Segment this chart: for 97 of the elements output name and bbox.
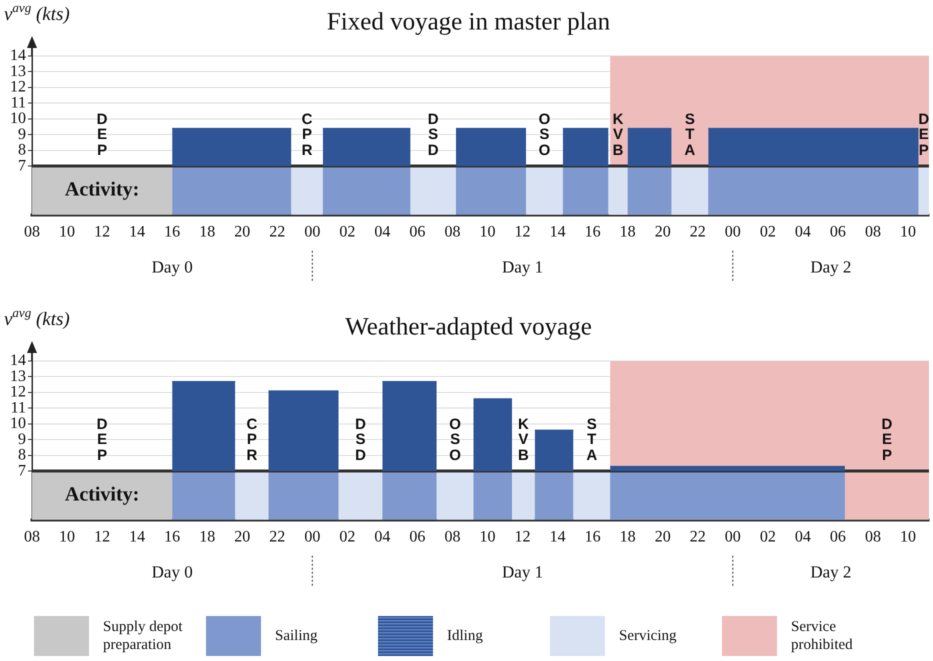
x-tick-label: 08: [444, 528, 460, 546]
x-tick-label: 00: [724, 528, 741, 546]
x-tick-label: 02: [339, 528, 356, 546]
annotation: CPR: [300, 110, 314, 160]
x-tick-label: 06: [409, 224, 426, 241]
x-tick-label: 16: [164, 528, 180, 546]
y-tick-label: 14: [10, 352, 26, 370]
x-tick-label: 12: [514, 224, 531, 241]
x-tick-label: 12: [94, 224, 110, 241]
x-tick-label: 10: [900, 224, 916, 241]
annotation: KVB: [612, 110, 624, 160]
y-tick-label: 10: [10, 415, 26, 432]
annotation: DEP: [880, 416, 894, 464]
annotation: STA: [683, 110, 696, 160]
x-tick-label: 00: [304, 528, 320, 546]
y-tick-label: 12: [10, 78, 26, 96]
x-tick-label: 08: [24, 528, 40, 546]
chart-title: Weather-adapted voyage: [345, 314, 592, 341]
x-tick-label: 10: [480, 528, 496, 546]
annotation: CPR: [245, 416, 258, 464]
y-tick-label: 12: [10, 384, 26, 401]
x-tick-label: 14: [129, 224, 146, 241]
x-tick-label: 06: [409, 528, 426, 546]
x-tick-label: 08: [864, 224, 881, 241]
x-tick-label: 18: [199, 224, 216, 241]
x-tick-label: 02: [760, 528, 776, 546]
annotation: DEP: [96, 416, 108, 464]
x-tick-label: 16: [164, 224, 180, 241]
text: Day 2: [810, 562, 852, 582]
x-tick-label: 10: [900, 528, 916, 546]
text: Day 1: [502, 257, 544, 276]
x-tick-label: 00: [304, 224, 320, 241]
x-tick-label: 20: [234, 224, 250, 241]
y-tick-label: 10: [10, 110, 26, 128]
x-tick-label: 04: [374, 528, 390, 546]
x-tick-label: 08: [24, 224, 40, 241]
x-tick-label: 14: [550, 528, 566, 546]
y-tick-label: 13: [10, 368, 26, 385]
annotation: OSO: [448, 416, 462, 464]
y-tick-label: 7: [18, 157, 26, 174]
x-tick-label: 02: [339, 224, 356, 241]
annotation: DSD: [354, 416, 367, 464]
x-tick-label: 08: [444, 224, 460, 241]
y-tick-label: 13: [10, 62, 26, 80]
text: Day 1: [502, 562, 544, 582]
x-tick-label: 18: [620, 528, 636, 546]
x-tick-label: 12: [514, 528, 531, 546]
x-tick-label: 22: [269, 528, 286, 546]
x-tick-label: 22: [269, 224, 286, 241]
x-tick-label: 16: [584, 528, 601, 546]
annotation: Activity:: [64, 178, 140, 201]
x-tick-label: 10: [59, 224, 76, 241]
x-tick-label: 14: [550, 224, 566, 241]
x-tick-label: 02: [760, 224, 776, 241]
x-tick-label: 04: [794, 528, 811, 546]
x-tick-label: 20: [654, 224, 671, 241]
text: Servicing: [619, 628, 677, 644]
y-tick-label: 11: [10, 399, 26, 416]
y-tick-label: 8: [18, 446, 26, 464]
text: Day 2: [810, 257, 852, 276]
text: Idling: [447, 628, 484, 644]
x-tick-label: 12: [94, 528, 110, 546]
annotation: Activity:: [64, 484, 140, 506]
x-tick-label: 16: [584, 224, 601, 241]
x-tick-label: 00: [724, 224, 741, 241]
x-tick-label: 22: [690, 224, 706, 241]
text: Service prohibited: [791, 618, 854, 653]
y-tick-label: 14: [10, 47, 26, 64]
annotation: STA: [585, 416, 598, 464]
text: Supply depot preparation: [103, 618, 184, 653]
annotation: DEP: [96, 110, 108, 160]
x-tick-label: 04: [794, 224, 811, 241]
x-tick-label: 06: [830, 528, 846, 546]
y-tick-label: 9: [18, 126, 26, 143]
x-tick-label: 04: [374, 224, 390, 241]
annotation: DEP: [917, 110, 930, 160]
text: Day 0: [152, 257, 193, 276]
y-tick-label: 7: [18, 462, 26, 480]
text: Sailing: [275, 628, 318, 644]
x-tick-label: 18: [620, 224, 636, 241]
y-tick-label: 9: [18, 430, 26, 448]
annotation: DSD: [426, 110, 440, 160]
x-tick-label: 20: [654, 528, 671, 546]
chart-title: Fixed voyage in master plan: [326, 8, 611, 36]
annotation: OSO: [538, 110, 552, 160]
x-tick-label: 20: [234, 528, 250, 546]
y-tick-label: 11: [10, 94, 26, 112]
x-tick-label: 08: [864, 528, 881, 546]
x-tick-label: 14: [129, 528, 146, 546]
x-tick-label: 06: [830, 224, 846, 241]
x-tick-label: 22: [690, 528, 706, 546]
text: Day 0: [152, 562, 193, 582]
annotation: KVB: [517, 416, 530, 464]
x-tick-label: 10: [480, 224, 496, 241]
x-tick-label: 18: [199, 528, 216, 546]
y-tick-label: 8: [18, 142, 26, 159]
x-tick-label: 10: [59, 528, 76, 546]
